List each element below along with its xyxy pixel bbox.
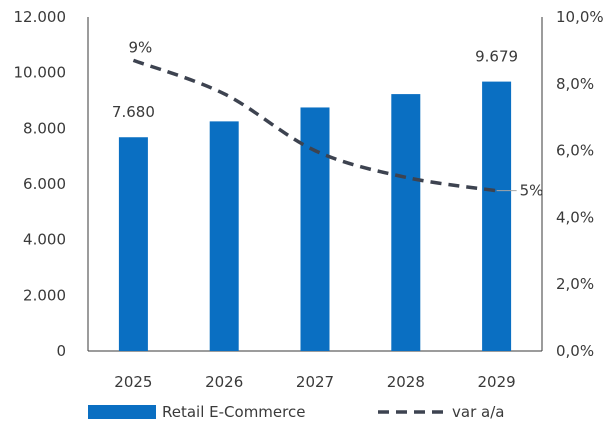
legend-label: var a/a — [452, 403, 504, 421]
left-tick-label: 2.000 — [23, 286, 66, 304]
series-line-var — [132, 58, 497, 193]
x-tick-label: 2027 — [296, 373, 334, 391]
data-label: 5% — [520, 182, 544, 200]
legend-swatch-bar — [88, 405, 156, 419]
legend-label: Retail E-Commerce — [162, 403, 305, 421]
data-label: 9.679 — [475, 48, 518, 66]
data-label: 9% — [129, 38, 153, 56]
bar — [482, 81, 512, 351]
data-label: 7.680 — [112, 103, 155, 121]
left-tick-label: 12.000 — [14, 8, 67, 26]
x-tick-label: 2028 — [387, 373, 425, 391]
left-tick-label: 8.000 — [23, 119, 66, 137]
bar — [209, 121, 239, 351]
right-tick-label: 2,0% — [556, 275, 594, 293]
bar — [118, 137, 148, 351]
left-tick-label: 10.000 — [14, 64, 67, 82]
right-tick-label: 0,0% — [556, 342, 594, 360]
x-tick-label: 2026 — [205, 373, 243, 391]
bar — [391, 94, 421, 352]
left-tick-label: 0 — [56, 342, 66, 360]
right-tick-label: 8,0% — [556, 75, 594, 93]
right-tick-label: 10,0% — [556, 8, 604, 26]
bar — [300, 107, 330, 351]
right-tick-label: 6,0% — [556, 142, 594, 160]
x-tick-label: 2025 — [114, 373, 152, 391]
right-tick-label: 4,0% — [556, 208, 594, 226]
left-tick-label: 4.000 — [23, 231, 66, 249]
left-tick-label: 6.000 — [23, 175, 66, 193]
x-tick-label: 2029 — [478, 373, 516, 391]
